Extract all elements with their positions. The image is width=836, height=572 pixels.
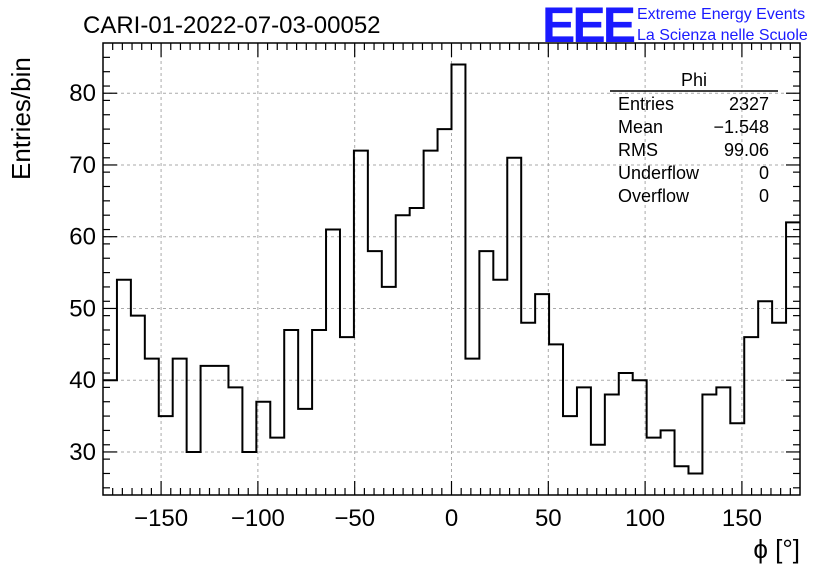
stats-row-value: 0	[759, 163, 769, 183]
eee-logo: EEE Extreme Energy Events La Scienza nel…	[542, 0, 808, 53]
y-tick-label: 40	[69, 367, 96, 394]
y-tick-label: 50	[69, 295, 96, 322]
y-tick-label: 30	[69, 439, 96, 466]
x-tick-label: −150	[134, 505, 188, 532]
chart-title: CARI-01-2022-07-03-00052	[83, 12, 381, 39]
y-tick-label: 80	[69, 80, 96, 107]
stats-row-value: 2327	[729, 94, 769, 114]
x-tick-label: 100	[625, 505, 665, 532]
y-tick-label: 60	[69, 224, 96, 251]
histogram-line	[103, 63, 800, 475]
y-tick-labels: 30 40 50 60 70 80	[69, 80, 96, 466]
x-tick-label: −100	[231, 505, 285, 532]
stats-title: Phi	[681, 70, 707, 90]
stats-row-label: Underflow	[618, 163, 700, 183]
stats-box: Phi Entries 2327 Mean −1.548 RMS 99.06 Underfl…	[610, 70, 778, 206]
axis-ticks	[103, 43, 800, 495]
x-tick-label: −50	[334, 505, 375, 532]
logo-mark: EEE	[542, 0, 635, 53]
x-tick-labels: −150 −100 −50 0 50 100 150	[134, 505, 762, 532]
stats-row-label: Overflow	[618, 186, 690, 206]
x-tick-label: 0	[445, 505, 458, 532]
stats-row-value: 0	[759, 186, 769, 206]
stats-row-label: Entries	[618, 94, 674, 114]
stats-row-label: Mean	[618, 117, 663, 137]
logo-line-1: Extreme Energy Events	[637, 6, 805, 23]
stats-rows: Entries 2327 Mean −1.548 RMS 99.06 Underflow 0 O…	[618, 94, 769, 206]
x-tick-label: 150	[722, 505, 762, 532]
stats-row-value: 99.06	[724, 140, 769, 160]
stats-row-label: RMS	[618, 140, 658, 160]
logo-line-2: La Scienza nelle Scuole	[637, 27, 808, 44]
x-axis-title: ϕ [°]	[753, 534, 800, 564]
y-axis-title: Entries/bin	[6, 57, 36, 180]
y-tick-label: 70	[69, 152, 96, 179]
x-tick-label: 50	[535, 505, 562, 532]
stats-row-value: −1.548	[713, 117, 769, 137]
